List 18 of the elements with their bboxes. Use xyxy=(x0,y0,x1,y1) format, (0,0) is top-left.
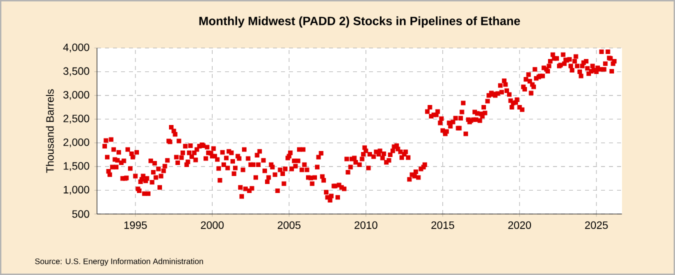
y-tick-label: 3,000 xyxy=(63,91,90,100)
y-axis-title: Thousand Barrels xyxy=(46,89,54,173)
chart-title: Monthly Midwest (PADD 2) Stocks in Pipelines of Ethane xyxy=(199,16,520,28)
y-tick-label: 1,000 xyxy=(64,186,90,195)
y-tick-label: 2,000 xyxy=(63,138,90,148)
x-tick-label: 2015 xyxy=(431,221,454,229)
x-tick-label: 2010 xyxy=(354,221,378,229)
y-tick-label: 500 xyxy=(72,210,90,218)
x-tick-label: 2000 xyxy=(200,221,224,229)
source-note: Source: U.S. Energy Information Administration xyxy=(35,258,203,266)
y-tick-label: 2,500 xyxy=(63,114,90,124)
x-tick-label: 2005 xyxy=(278,221,300,229)
y-tick-label: 4,000 xyxy=(63,44,90,52)
x-tick-label: 2025 xyxy=(585,221,608,229)
y-tick-label: 1,500 xyxy=(64,162,90,171)
x-tick-label: 2020 xyxy=(508,221,532,229)
y-tick-label: 3,500 xyxy=(63,67,90,76)
x-tick-label: 1995 xyxy=(124,221,147,229)
